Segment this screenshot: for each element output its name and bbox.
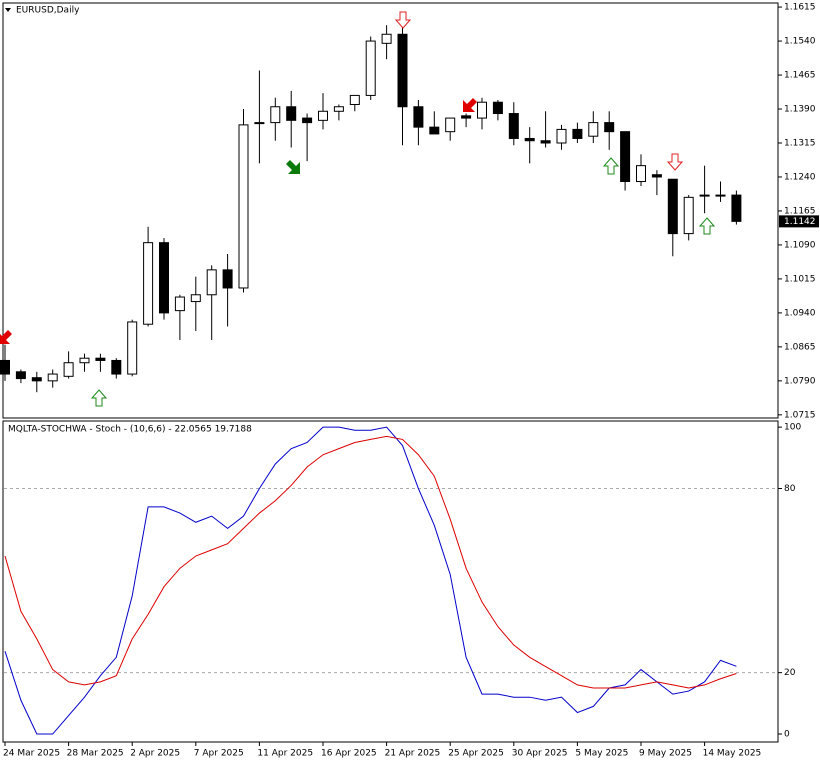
candle-body bbox=[127, 321, 138, 375]
x-tick-label: 24 Mar 2025 bbox=[3, 749, 60, 759]
candle-body bbox=[524, 137, 535, 142]
candle-body bbox=[508, 113, 519, 139]
candle-body bbox=[190, 294, 201, 303]
y-tick-label: 0 bbox=[784, 730, 790, 740]
candle-body bbox=[683, 196, 694, 235]
y-tick-label: 1.1240 bbox=[784, 172, 816, 182]
y-tick-label: 1.0790 bbox=[784, 376, 816, 386]
candle-body bbox=[731, 194, 742, 222]
candle-body bbox=[699, 194, 710, 197]
last-price-box bbox=[779, 215, 819, 228]
x-tick-label: 21 Apr 2025 bbox=[385, 749, 441, 759]
candle-body bbox=[286, 106, 297, 121]
candle-body bbox=[238, 124, 249, 289]
indicator-title: MQLTA-STOCHWA - Stoch - (10,6,6) - 22.05… bbox=[8, 425, 252, 435]
y-tick-label: 1.1465 bbox=[784, 71, 816, 81]
y-tick-label: 1.1015 bbox=[784, 274, 816, 284]
y-tick-label: 1.0715 bbox=[784, 410, 816, 420]
candle-body bbox=[620, 131, 631, 183]
y-tick-label: 1.1540 bbox=[784, 37, 816, 47]
y-tick-label: 80 bbox=[784, 484, 796, 494]
candle-body bbox=[413, 106, 424, 128]
x-tick-label: 9 May 2025 bbox=[639, 749, 692, 759]
x-tick-label: 28 Mar 2025 bbox=[67, 749, 124, 759]
candle-body bbox=[302, 117, 313, 124]
candle-body bbox=[715, 194, 726, 197]
candle-body bbox=[445, 117, 456, 133]
candle-body bbox=[429, 126, 440, 135]
candle-body bbox=[381, 33, 392, 44]
candle-body bbox=[31, 377, 42, 382]
plot: 1.0715 1.0790 1.0865 1.0940 1.1015 1.1090 1.11… bbox=[0, 3, 819, 759]
candle-body bbox=[63, 362, 74, 377]
candle-body bbox=[651, 174, 662, 178]
candle-body bbox=[397, 33, 408, 108]
candle-body bbox=[47, 373, 58, 382]
y-tick-label: 1.1390 bbox=[784, 105, 816, 115]
x-tick-label: 7 Apr 2025 bbox=[194, 749, 244, 759]
candle-body bbox=[0, 359, 10, 375]
candle-body bbox=[492, 101, 503, 115]
y-tick-label: 1.1165 bbox=[784, 206, 816, 216]
candle-body bbox=[461, 115, 472, 119]
stoch-line bbox=[4, 426, 737, 735]
price-panel bbox=[2, 2, 779, 419]
y-tick-label: 1.0940 bbox=[784, 308, 816, 318]
candle-body bbox=[206, 269, 217, 296]
candle-body bbox=[111, 359, 122, 375]
y-tick-label: 20 bbox=[784, 668, 796, 678]
x-tick-label: 5 May 2025 bbox=[575, 749, 628, 759]
candle-body bbox=[572, 128, 583, 139]
x-tick-label: 16 Apr 2025 bbox=[321, 749, 377, 759]
candle-body bbox=[318, 110, 328, 121]
candle-body bbox=[95, 357, 106, 361]
candle-body bbox=[79, 357, 90, 364]
candle-body bbox=[159, 242, 169, 314]
candle-body bbox=[667, 178, 678, 235]
candle-body bbox=[15, 371, 26, 380]
candle-body bbox=[636, 165, 646, 183]
candle-body bbox=[143, 242, 154, 325]
x-tick-label: 25 Apr 2025 bbox=[448, 749, 504, 759]
x-tick-label: 14 May 2025 bbox=[703, 749, 762, 759]
y-tick-label: 1.1615 bbox=[784, 3, 816, 13]
candle-body bbox=[588, 122, 599, 137]
candle-body bbox=[254, 122, 265, 125]
candle-body bbox=[365, 40, 376, 96]
candle-body bbox=[222, 269, 233, 289]
candle-body bbox=[604, 122, 615, 133]
candle-body bbox=[333, 106, 344, 112]
candle-body bbox=[540, 140, 551, 144]
y-tick-label: 1.1090 bbox=[784, 240, 816, 250]
last-price-label: 1.1142 bbox=[784, 217, 816, 227]
candle-body bbox=[477, 101, 487, 119]
indicator-panel bbox=[2, 420, 779, 743]
symbol-title: EURUSD,Daily bbox=[16, 6, 80, 16]
candle-body bbox=[556, 128, 567, 144]
stoch-line bbox=[4, 435, 737, 689]
y-tick-label: 1.0865 bbox=[784, 342, 816, 352]
x-tick-label: 11 Apr 2025 bbox=[257, 749, 313, 759]
menu-triangle bbox=[5, 8, 11, 12]
x-tick-label: 30 Apr 2025 bbox=[512, 749, 568, 759]
y-tick-label: 100 bbox=[784, 423, 801, 433]
candle-body bbox=[174, 296, 185, 312]
candle-body bbox=[270, 106, 281, 124]
candle-body bbox=[349, 94, 360, 105]
x-tick-label: 2 Apr 2025 bbox=[130, 749, 180, 759]
y-tick-label: 1.1315 bbox=[784, 138, 816, 148]
